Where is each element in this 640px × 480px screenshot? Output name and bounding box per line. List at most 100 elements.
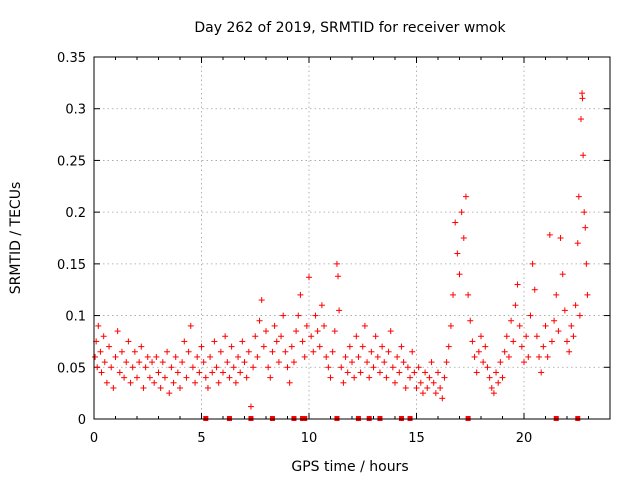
data-point bbox=[123, 359, 130, 366]
data-point bbox=[533, 333, 540, 340]
data-point bbox=[435, 369, 441, 376]
data-point bbox=[583, 260, 590, 267]
data-point bbox=[153, 353, 160, 360]
x-tick-label: 10 bbox=[301, 431, 318, 446]
data-point bbox=[366, 374, 373, 381]
data-point bbox=[555, 328, 562, 335]
data-point bbox=[321, 322, 328, 329]
data-point bbox=[482, 343, 489, 350]
data-point bbox=[385, 348, 392, 355]
data-point bbox=[134, 374, 140, 381]
data-point bbox=[258, 297, 265, 304]
data-point bbox=[101, 359, 108, 366]
data-point bbox=[575, 193, 582, 200]
data-point bbox=[353, 333, 360, 340]
data-point bbox=[224, 359, 231, 366]
data-point bbox=[247, 403, 254, 410]
data-point bbox=[346, 343, 353, 350]
data-point bbox=[217, 348, 224, 355]
data-point bbox=[402, 384, 409, 391]
data-point bbox=[204, 384, 211, 391]
data-point bbox=[540, 343, 547, 350]
data-point bbox=[265, 364, 272, 371]
data-point bbox=[110, 384, 117, 391]
data-point bbox=[441, 374, 448, 381]
y-tick-label: 0.1 bbox=[65, 310, 86, 325]
data-point bbox=[370, 364, 377, 371]
data-point bbox=[351, 374, 358, 381]
data-point bbox=[480, 359, 487, 366]
data-point bbox=[112, 353, 119, 360]
data-point bbox=[527, 312, 534, 319]
data-point bbox=[138, 343, 145, 350]
data-point bbox=[582, 224, 589, 231]
data-point bbox=[376, 369, 383, 376]
data-point bbox=[131, 348, 138, 355]
data-point bbox=[460, 235, 467, 241]
data-point bbox=[243, 374, 250, 381]
data-point bbox=[564, 338, 570, 345]
data-point bbox=[577, 116, 584, 123]
data-point bbox=[157, 384, 164, 391]
data-point bbox=[521, 359, 527, 366]
data-point bbox=[263, 328, 269, 335]
data-point bbox=[531, 286, 538, 293]
data-point bbox=[557, 235, 564, 241]
data-point bbox=[383, 374, 390, 381]
data-point bbox=[222, 333, 229, 340]
data-point bbox=[232, 379, 239, 386]
data-point bbox=[189, 364, 196, 371]
data-point bbox=[164, 348, 171, 355]
data-point bbox=[456, 271, 463, 278]
data-point bbox=[484, 364, 491, 371]
data-point bbox=[415, 364, 422, 371]
data-point bbox=[288, 343, 295, 350]
data-point bbox=[536, 353, 543, 360]
data-point bbox=[306, 274, 312, 281]
data-point bbox=[542, 322, 549, 329]
data-point bbox=[284, 364, 291, 371]
data-point bbox=[290, 359, 297, 366]
data-point bbox=[510, 338, 517, 345]
data-point bbox=[488, 384, 495, 391]
data-point bbox=[94, 364, 101, 371]
data-point bbox=[241, 359, 248, 366]
data-point bbox=[570, 333, 577, 340]
data-point bbox=[136, 359, 143, 366]
data-point bbox=[140, 384, 147, 391]
data-point bbox=[512, 302, 519, 309]
data-point bbox=[187, 322, 194, 329]
data-point bbox=[170, 379, 177, 386]
data-point bbox=[503, 333, 510, 340]
y-tick-label: 0.35 bbox=[57, 51, 86, 66]
data-point bbox=[209, 369, 216, 376]
data-point bbox=[518, 343, 525, 350]
data-point bbox=[194, 353, 201, 360]
data-point bbox=[553, 291, 560, 298]
data-point bbox=[314, 328, 321, 335]
data-point bbox=[493, 369, 500, 376]
data-point bbox=[400, 359, 407, 366]
data-point bbox=[355, 353, 362, 360]
data-point bbox=[114, 328, 121, 335]
data-point bbox=[364, 359, 371, 366]
data-point bbox=[100, 333, 107, 340]
data-point bbox=[501, 348, 508, 355]
data-point bbox=[185, 348, 192, 355]
data-point bbox=[121, 374, 128, 381]
x-axis-label: GPS time / hours bbox=[291, 459, 408, 475]
data-point bbox=[443, 359, 450, 366]
data-point bbox=[331, 328, 338, 335]
y-tick-label: 0.3 bbox=[65, 103, 86, 118]
data-point bbox=[357, 369, 364, 376]
data-point bbox=[458, 209, 465, 216]
data-point bbox=[495, 379, 502, 386]
data-point bbox=[202, 374, 209, 381]
data-point bbox=[239, 338, 246, 345]
data-point bbox=[394, 353, 401, 360]
y-tick-label: 0 bbox=[78, 413, 86, 428]
data-point bbox=[462, 193, 469, 200]
data-point bbox=[293, 328, 300, 335]
data-point bbox=[452, 219, 459, 226]
data-point bbox=[428, 359, 435, 366]
